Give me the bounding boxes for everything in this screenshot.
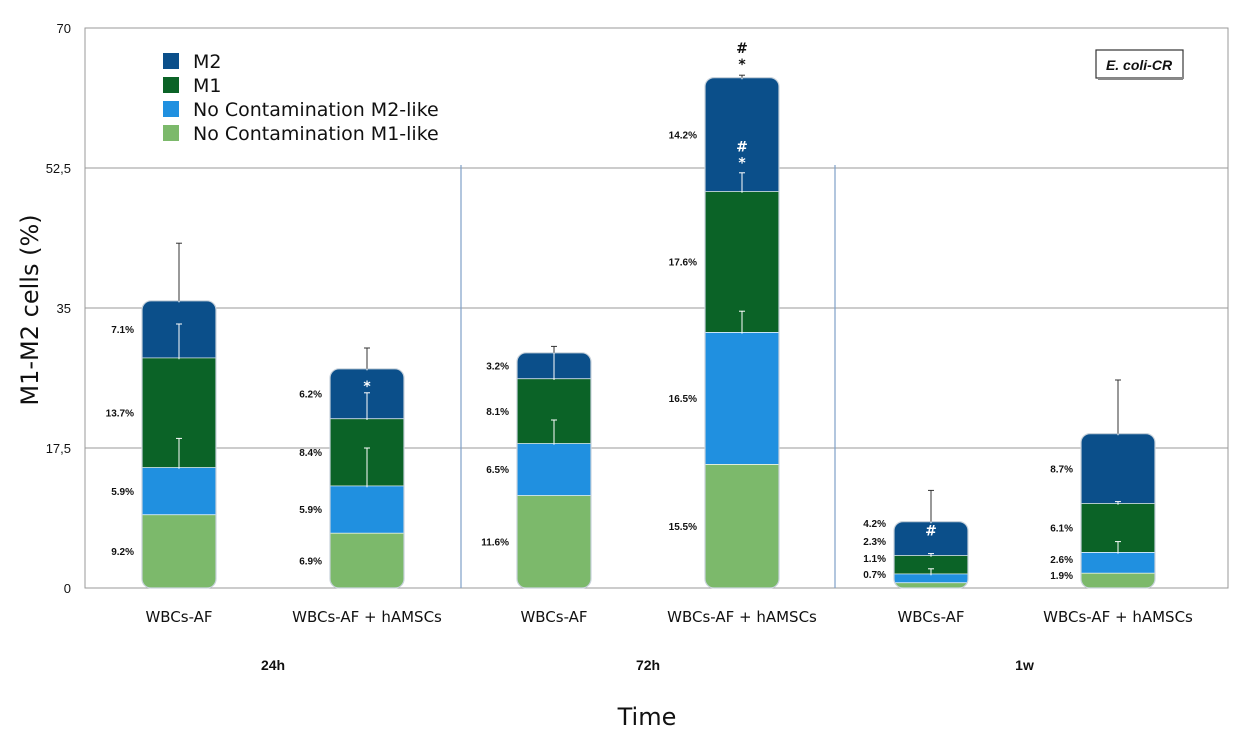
x-group-label: 72h <box>636 657 660 673</box>
segment-percent-label: 0.7% <box>863 570 886 581</box>
bar-segment-m2 <box>1081 433 1155 504</box>
y-tick-label: 70 <box>57 21 71 36</box>
legend-swatch-m1 <box>163 77 179 93</box>
bar-segment-no-contamination-m2-like <box>894 573 968 583</box>
bar-segment-no-contamination-m1-like <box>894 582 968 588</box>
segment-percent-label: 6.2% <box>299 390 322 401</box>
significance-star: * <box>363 379 371 395</box>
legend-swatch-no-contamination-m2-like <box>163 101 179 117</box>
x-category-label: WBCs-AF + hAMSCs <box>667 608 817 626</box>
badge-label: E. coli-CR <box>1106 57 1173 73</box>
segment-percent-label: 9.2% <box>111 547 134 558</box>
y-tick-label: 0 <box>64 581 71 596</box>
bar-segment-no-contamination-m2-like <box>142 467 216 515</box>
segment-percent-label: 7.1% <box>111 325 134 336</box>
significance-hash: # <box>925 524 937 540</box>
x-axis-groups: 24h 72h 1w <box>261 657 1034 673</box>
legend-label: No Contamination M1-like <box>193 123 439 145</box>
segment-percent-label: 5.9% <box>299 505 322 516</box>
bar-stack <box>894 521 968 588</box>
annotations: 9.2% 5.9% 13.7% 7.1% 6.9% 5.9% 8.4% 6.2% 11.6% 6.… <box>106 41 1121 582</box>
significance-star: * <box>738 156 746 172</box>
y-axis-label: M1-M2 cells (%) <box>16 214 44 405</box>
segment-percent-label: 3.2% <box>486 362 509 373</box>
segment-percent-label: 6.1% <box>1050 524 1073 535</box>
legend-label: No Contamination M2-like <box>193 99 439 121</box>
segment-percent-label: 6.9% <box>299 556 322 567</box>
bar-segment-no-contamination-m1-like <box>330 532 404 588</box>
bar-segment-m2 <box>894 521 968 556</box>
segment-percent-label: 8.4% <box>299 448 322 459</box>
bar-segment-m2 <box>705 77 779 192</box>
bar-stack <box>1081 433 1155 588</box>
y-tick-label: 52,5 <box>46 161 71 176</box>
segment-percent-label: 14.2% <box>669 130 697 141</box>
x-category-label: WBCs-AF <box>145 608 212 626</box>
segment-percent-label: 13.7% <box>106 408 134 419</box>
segment-percent-label: 16.5% <box>669 394 697 405</box>
segment-percent-label: 6.5% <box>486 465 509 476</box>
x-axis-categories: WBCs-AF WBCs-AF + hAMSCs WBCs-AF WBCs-AF + … <box>145 608 1193 626</box>
bar-segment-no-contamination-m1-like <box>1081 572 1155 588</box>
bar-segment-no-contamination-m2-like <box>1081 552 1155 573</box>
bar-stack <box>705 77 779 588</box>
bar-segment-m1 <box>705 191 779 332</box>
segment-percent-label: 2.3% <box>863 537 886 548</box>
segment-percent-label: 15.5% <box>669 522 697 533</box>
legend-swatch-no-contamination-m1-like <box>163 125 179 141</box>
segment-percent-label: 17.6% <box>669 258 697 269</box>
x-category-label: WBCs-AF + hAMSCs <box>1043 608 1193 626</box>
x-axis-label: Time <box>617 703 677 731</box>
gridlines <box>84 27 1229 589</box>
bar-segment-no-contamination-m1-like <box>517 495 591 588</box>
bar-segment-no-contamination-m1-like <box>705 464 779 588</box>
x-category-label: WBCs-AF <box>897 608 964 626</box>
segment-percent-label: 2.6% <box>1050 555 1073 566</box>
bars <box>141 76 1156 589</box>
y-axis-ticks: 0 17,5 35 52,5 70 <box>46 21 71 596</box>
segment-percent-label: 1.1% <box>863 554 886 565</box>
x-group-label: 24h <box>261 657 285 673</box>
segment-percent-label: 8.7% <box>1050 464 1073 475</box>
bar-segment-m1 <box>894 555 968 574</box>
bar-segment-no-contamination-m2-like <box>517 443 591 496</box>
significance-hash: # <box>736 41 748 57</box>
segment-percent-label: 1.9% <box>1050 571 1073 582</box>
y-tick-label: 35 <box>57 301 71 316</box>
bar-segment-no-contamination-m2-like <box>330 485 404 533</box>
bar-segment-no-contamination-m2-like <box>705 332 779 464</box>
x-category-label: WBCs-AF <box>520 608 587 626</box>
segment-percent-label: 4.2% <box>863 519 886 530</box>
legend-swatch-m2 <box>163 53 179 69</box>
segment-percent-label: 5.9% <box>111 487 134 498</box>
significance-hash: # <box>736 140 748 156</box>
x-category-label: WBCs-AF + hAMSCs <box>292 608 442 626</box>
badge: E. coli-CR <box>1095 49 1184 80</box>
y-tick-label: 17,5 <box>46 441 71 456</box>
segment-percent-label: 11.6% <box>481 538 509 549</box>
bar-segment-no-contamination-m1-like <box>142 514 216 588</box>
legend-label: M2 <box>193 51 221 73</box>
x-group-label: 1w <box>1015 657 1034 673</box>
legend-label: M1 <box>193 75 221 97</box>
segment-percent-label: 8.1% <box>486 407 509 418</box>
bar-stack <box>517 352 591 588</box>
significance-star: * <box>738 57 746 73</box>
